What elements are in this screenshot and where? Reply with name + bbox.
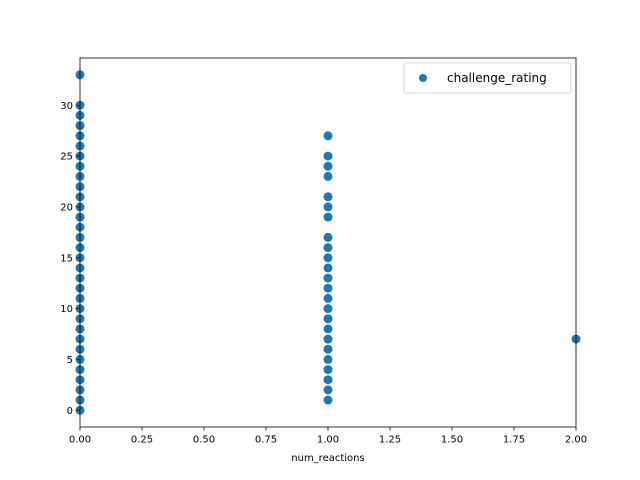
data-point	[323, 243, 333, 253]
x-tick-label: 0.75	[255, 435, 277, 446]
data-point	[323, 324, 333, 334]
y-tick-label: 10	[60, 304, 73, 315]
data-point	[323, 314, 333, 324]
data-point	[323, 395, 333, 405]
legend: challenge_rating	[403, 62, 572, 94]
data-point	[323, 354, 333, 364]
plot-area-frame	[79, 57, 577, 428]
data-point	[323, 273, 333, 283]
data-point	[323, 151, 333, 161]
x-axis-label: num_reactions	[291, 453, 364, 464]
x-tick-label: 0.25	[131, 435, 153, 446]
data-point	[323, 161, 333, 171]
data-point	[323, 344, 333, 354]
x-tick-label: 1.00	[317, 435, 339, 446]
data-points	[75, 70, 581, 415]
data-point	[323, 232, 333, 242]
x-tick-label: 0.50	[193, 435, 215, 446]
data-point	[323, 171, 333, 181]
data-point	[323, 293, 333, 303]
data-point	[323, 202, 333, 212]
x-tick-label: 1.75	[503, 435, 525, 446]
data-point	[323, 304, 333, 314]
data-point	[323, 212, 333, 222]
data-point	[323, 131, 333, 141]
y-tick-label: 30	[60, 101, 73, 112]
y-axis-ticks: 0 5 10 15 20 25 30	[60, 101, 80, 417]
data-point	[323, 192, 333, 202]
data-point	[323, 385, 333, 395]
y-tick-label: 15	[60, 253, 73, 264]
data-point	[323, 365, 333, 375]
x-tick-label: 1.25	[379, 435, 401, 446]
data-point	[323, 334, 333, 344]
y-tick-label: 0	[67, 406, 73, 417]
data-point	[323, 253, 333, 263]
data-point	[323, 283, 333, 293]
y-tick-label: 20	[60, 203, 73, 214]
data-point	[323, 375, 333, 385]
x-tick-label: 1.50	[441, 435, 463, 446]
legend-marker	[419, 74, 427, 82]
legend-box	[403, 62, 572, 94]
y-tick-label: 25	[60, 152, 73, 163]
x-axis-ticks: 0.00 0.25 0.50 0.75 1.00 1.25 1.50 1.75 2.00	[69, 427, 587, 446]
y-tick-label: 5	[67, 355, 73, 366]
data-point	[323, 263, 333, 273]
legend-entry-challenge-rating: challenge_rating	[447, 71, 547, 85]
x-tick-label: 0.00	[69, 435, 91, 446]
x-tick-label: 2.00	[565, 435, 587, 446]
